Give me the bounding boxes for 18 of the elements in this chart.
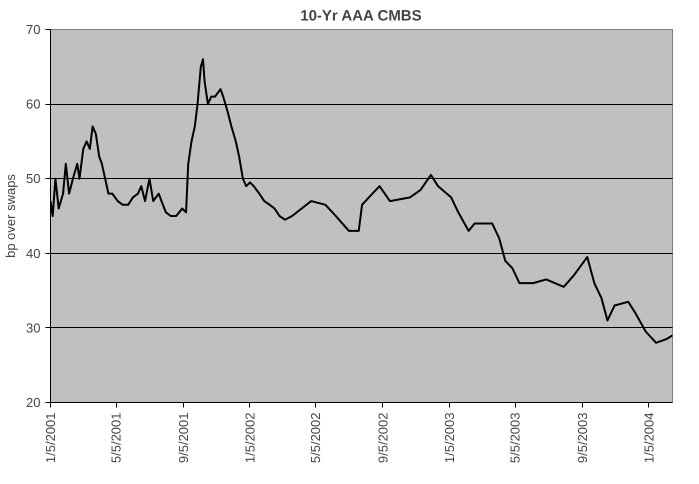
x-tick-label: 1/5/2004	[641, 412, 656, 464]
y-tick-label: 50	[26, 171, 41, 186]
x-tick-label: 5/5/2002	[308, 412, 324, 464]
x-tick-label: 1/5/2001	[43, 412, 58, 464]
y-tick-label: 70	[26, 22, 41, 37]
y-axis-title: bp over swaps	[3, 174, 18, 258]
y-tick-label: 60	[26, 96, 41, 112]
y-tick-label: 40	[26, 246, 41, 261]
x-tick-label: 9/5/2002	[375, 412, 390, 464]
x-tick-label: 5/5/2001	[108, 412, 124, 464]
y-tick-label: 30	[26, 320, 41, 336]
x-tick-label: 9/5/2003	[574, 412, 590, 464]
x-tick-label: 5/5/2003	[508, 412, 523, 464]
y-tick-label: 20	[26, 395, 41, 410]
chart-title: 10-Yr AAA CMBS	[300, 8, 422, 24]
x-tick-label: 9/5/2001	[176, 412, 191, 464]
x-tick-label: 1/5/2003	[442, 412, 457, 464]
x-tick-label: 1/5/2002	[242, 412, 258, 464]
